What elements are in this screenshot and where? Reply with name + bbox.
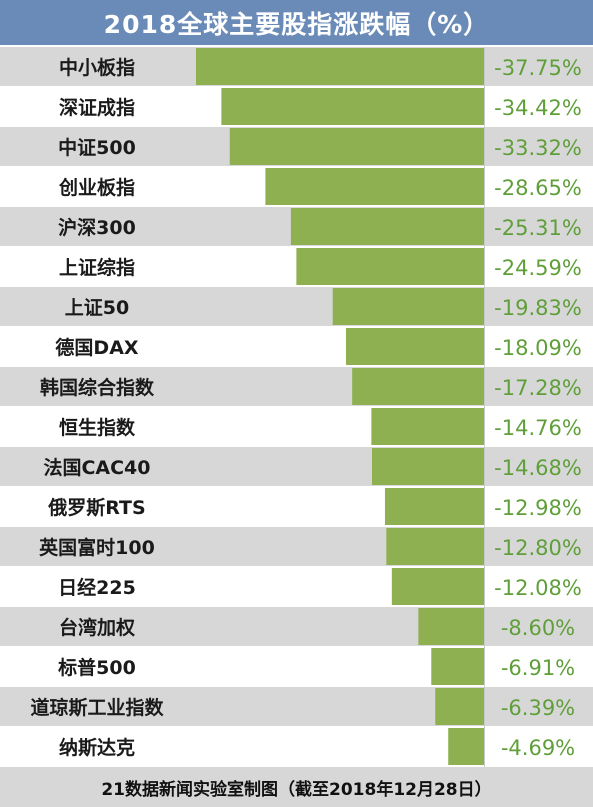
category-label: 沪深300 [58, 216, 136, 239]
row-stripe [0, 447, 593, 486]
category-label: 道琼斯工业指数 [30, 696, 164, 719]
value-label: -4.69% [501, 736, 575, 760]
bar [386, 528, 484, 565]
category-label: 深证成指 [59, 96, 135, 119]
bar [229, 128, 484, 165]
value-label: -33.32% [494, 136, 582, 160]
value-label: -6.39% [501, 696, 575, 720]
value-label: -18.09% [494, 336, 582, 360]
category-label: 英国富时100 [39, 536, 155, 559]
row-stripe [0, 687, 593, 726]
row-stripe [0, 367, 593, 406]
bar [384, 488, 484, 525]
category-label: 纳斯达克 [59, 736, 135, 759]
value-label: -17.28% [494, 376, 582, 400]
value-label: -14.68% [494, 456, 582, 480]
category-label: 韩国综合指数 [40, 376, 155, 399]
chart-footer: 21数据新闻实验室制图（截至2018年12月28日） [0, 767, 593, 807]
bar [418, 608, 484, 645]
category-label: 法国CAC40 [43, 456, 150, 479]
row-stripe [0, 287, 593, 326]
bar [332, 288, 484, 325]
bar [371, 448, 484, 485]
category-label: 恒生指数 [59, 416, 136, 439]
category-label: 台湾加权 [59, 616, 135, 639]
row-stripe [0, 527, 593, 566]
bar [195, 48, 484, 85]
bar [431, 648, 484, 685]
value-label: -8.60% [501, 616, 575, 640]
value-label: -28.65% [494, 176, 582, 200]
value-label: -12.08% [494, 576, 582, 600]
bar [221, 88, 484, 125]
value-label: -24.59% [494, 256, 582, 280]
bar [290, 208, 484, 245]
value-label: -12.80% [494, 536, 582, 560]
value-label: -34.42% [494, 96, 582, 120]
category-label: 德国DAX [55, 336, 138, 359]
category-label: 创业板指 [58, 176, 135, 199]
category-label: 上证50 [65, 297, 129, 319]
value-label: -37.75% [494, 56, 582, 80]
category-label: 日经225 [58, 576, 136, 599]
value-label: -14.76% [494, 416, 582, 440]
category-label: 标普500 [58, 656, 136, 679]
category-label: 中证500 [58, 136, 136, 159]
bar [352, 368, 484, 405]
bar [265, 168, 484, 205]
category-label: 上证综指 [59, 256, 135, 279]
value-label: -6.91% [501, 656, 575, 680]
bar [435, 688, 484, 725]
row-stripe [0, 607, 593, 646]
bar [448, 728, 484, 765]
category-label: 中小板指 [59, 56, 135, 79]
value-label: -19.83% [494, 296, 582, 320]
value-label: -12.98% [494, 496, 582, 520]
chart-title: 2018全球主要股指涨跌幅（%） [0, 0, 593, 45]
bar [296, 248, 484, 285]
value-label: -25.31% [494, 216, 582, 240]
bar [345, 328, 484, 365]
bar [371, 408, 484, 445]
category-label: 俄罗斯RTS [47, 496, 145, 519]
bar [391, 568, 484, 605]
